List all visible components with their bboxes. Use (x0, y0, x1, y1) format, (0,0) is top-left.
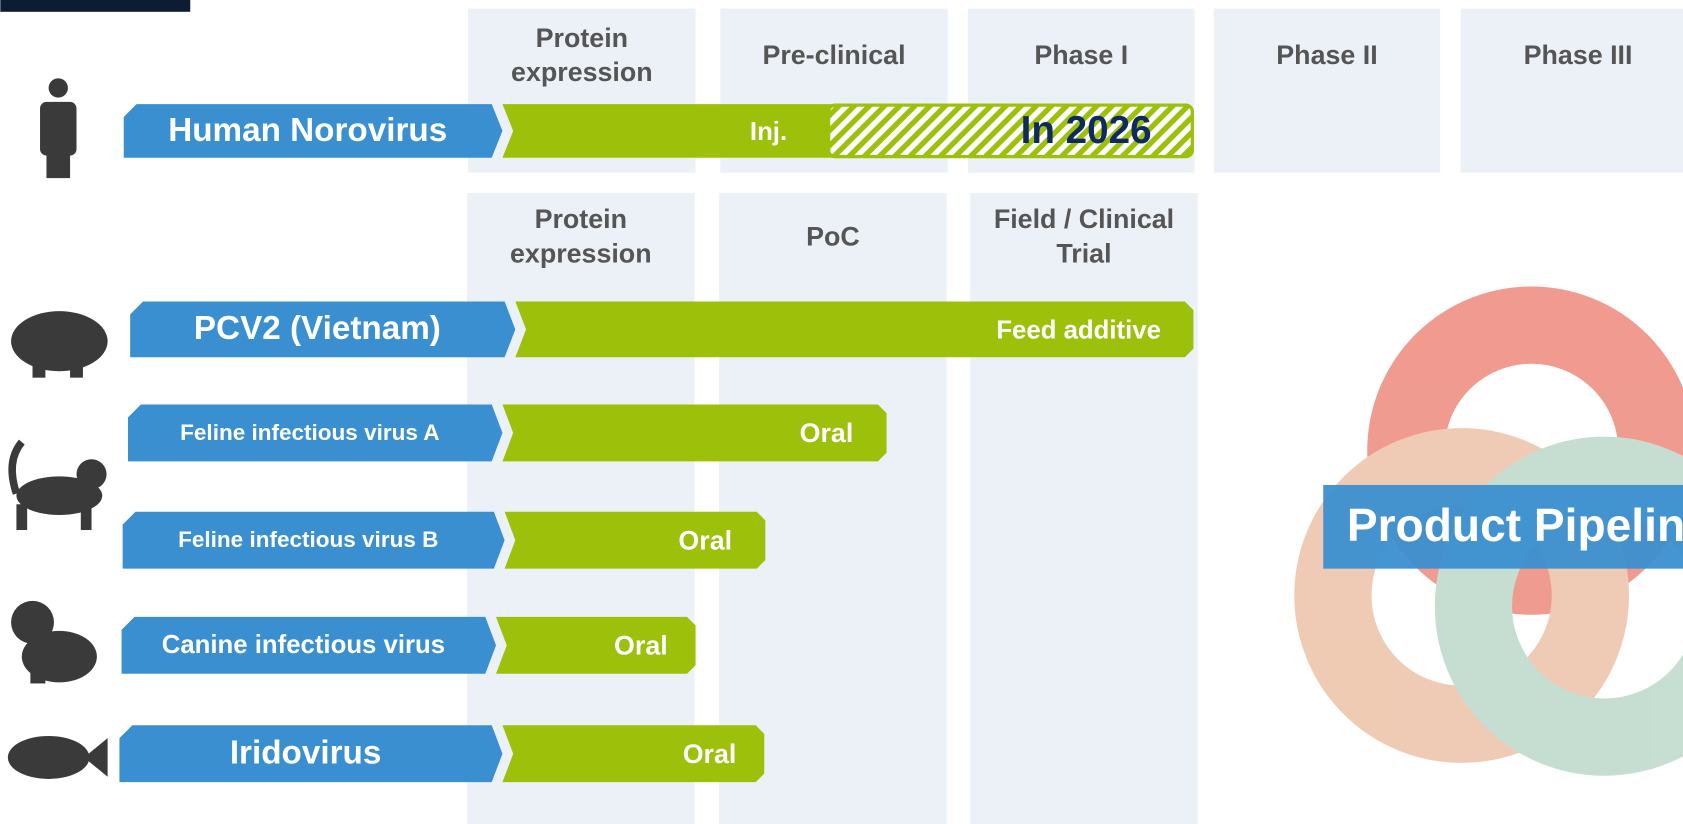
route-label: Oral (683, 739, 737, 769)
stage-label: Field / Clinical (994, 204, 1174, 234)
stage-label: Trial (1056, 238, 1111, 268)
stage-label: expression (511, 57, 653, 87)
target-name: Feline infectious virus A (180, 420, 439, 445)
cat-icon (12, 442, 106, 530)
route-label: Oral (800, 418, 854, 448)
stage-column (1214, 9, 1440, 173)
target-name: Human Norovirus (168, 112, 447, 149)
slide-title: Product Pipeline (1347, 499, 1683, 551)
route-label: Inj. (750, 118, 787, 146)
stage-label: Phase III (1524, 40, 1633, 70)
thumbnail (0, 0, 190, 12)
target-name: PCV2 (Vietnam) (194, 310, 441, 347)
stage-label: Protein (536, 23, 628, 53)
route-label: Oral (614, 631, 668, 661)
target-name: Canine infectious virus (162, 631, 445, 659)
stage-label: Pre-clinical (762, 40, 905, 70)
planned-note: In 2026 (1021, 109, 1152, 152)
pipeline-slide: Protein expression Pre-clinical Phase I Phas… (0, 0, 1683, 824)
route-label: Feed additive (996, 316, 1161, 344)
stage-label: Protein (535, 204, 627, 234)
route-label: Oral (678, 525, 732, 555)
fish-icon (8, 736, 108, 779)
pig-icon (11, 311, 108, 378)
stage-label: PoC (806, 221, 860, 251)
stage-label: Phase I (1034, 40, 1128, 70)
stage-label: expression (510, 238, 652, 268)
stage-column (970, 193, 1197, 824)
target-name: Feline infectious virus B (178, 527, 438, 552)
target-name: Iridovirus (230, 735, 382, 772)
dog-icon (11, 601, 97, 684)
person-icon (40, 78, 76, 178)
stage-label: Phase II (1276, 40, 1377, 70)
stage-column (1461, 9, 1683, 173)
